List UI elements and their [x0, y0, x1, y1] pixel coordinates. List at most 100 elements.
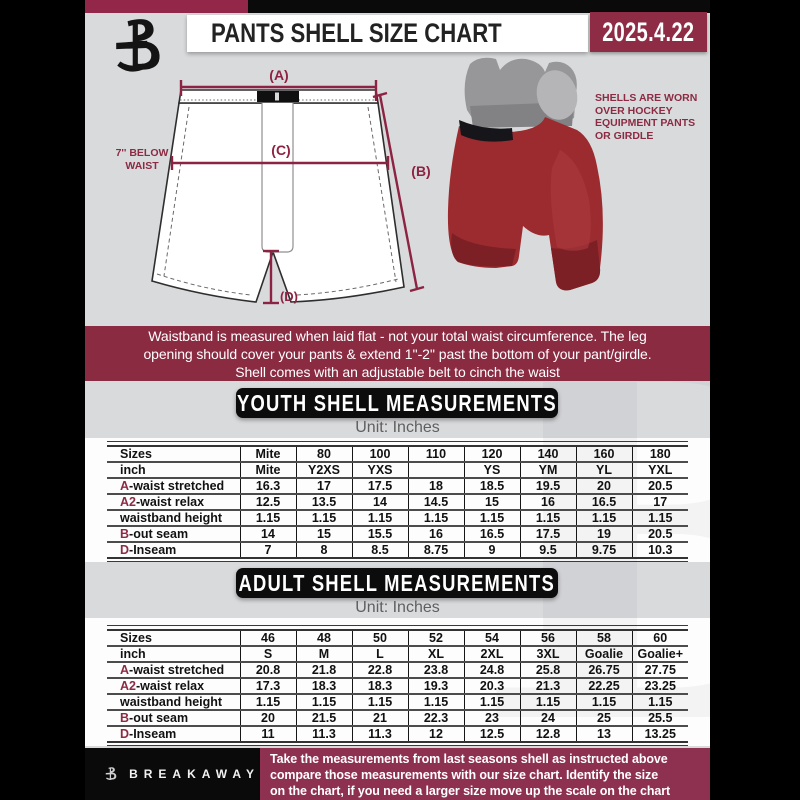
- footer-instruction-box: Take the measurements from last seasons …: [260, 748, 710, 800]
- table-cell: 50: [351, 629, 408, 646]
- table-cell: 20.5: [631, 476, 688, 494]
- table-cell: 52: [407, 629, 464, 646]
- notice-text: Waistband is measured when laid flat - n…: [143, 327, 652, 380]
- row-label: Sizes: [120, 630, 152, 645]
- row-label: B-out seam: [107, 524, 240, 542]
- table-cell: 60: [631, 629, 688, 646]
- table-cell: 22.25: [575, 676, 632, 694]
- table-row: inch S M L XL 2XL 3XL Goalie Goalie+: [107, 644, 688, 662]
- table-cell: 18.3: [295, 676, 352, 694]
- table-cell: Goalie+: [631, 644, 688, 662]
- table-cell: 1.15: [463, 508, 520, 526]
- table-cell: 1.15: [351, 692, 408, 710]
- table-row: B-out seam 20 21.5 21 22.3 23 24 25 25.5: [107, 708, 688, 726]
- table-row: A2-waist relax 12.5 13.5 14 14.5 15 16 16.5 17: [107, 492, 688, 510]
- table-cell: 21.5: [295, 708, 352, 726]
- table-cell: 180: [631, 445, 688, 462]
- table-cell: 1.15: [631, 508, 688, 526]
- top-strip-black: [248, 0, 710, 13]
- table-cell: 25: [575, 708, 632, 726]
- footer-instructions: Take the measurements from last seasons …: [270, 752, 671, 798]
- label-b: (B): [411, 163, 430, 179]
- row-label: A-waist stretched: [107, 660, 240, 678]
- below-waist-note: 7'' BELOW WAIST: [115, 147, 169, 172]
- table-cell: 58: [575, 629, 632, 646]
- table-cell: 13.5: [295, 492, 352, 510]
- table-cell: 17.5: [351, 476, 408, 494]
- table-cell: 20.8: [239, 660, 296, 678]
- table-cell: 20: [575, 476, 632, 494]
- row-label: Sizes: [120, 446, 152, 461]
- table-cell: 17: [631, 492, 688, 510]
- measurement-lines: [170, 80, 425, 305]
- footer-brand-box: BREAKAWAY: [85, 748, 260, 800]
- row-label: waistband height: [107, 508, 240, 526]
- table-cell: 20: [239, 708, 296, 726]
- table-row: Sizes 46 48 50 52 54 56 58 60: [107, 629, 688, 646]
- table-cell: 1.15: [351, 508, 408, 526]
- table-cell: 56: [519, 629, 576, 646]
- label-d: (D): [280, 289, 298, 304]
- table-cell: 23.25: [631, 676, 688, 694]
- shorts-outline-drawing: [151, 89, 405, 303]
- row-label: A2-waist relax: [107, 676, 240, 694]
- table-cell: Mite: [239, 445, 296, 462]
- table-cell: 2XL: [463, 644, 520, 662]
- table-cell: 160: [575, 445, 632, 462]
- table-cell: 13: [575, 724, 632, 742]
- table-row: D-Inseam 11 11.3 11.3 12 12.5 12.8 13 13.25: [107, 724, 688, 742]
- table-cell: 1.15: [631, 692, 688, 710]
- row-label: D-Inseam: [107, 724, 240, 742]
- table-cell: 16: [407, 524, 464, 542]
- row-label: B-out seam: [107, 708, 240, 726]
- measurement-notice-banner: Waistband is measured when laid flat - n…: [85, 326, 710, 381]
- table-cell: YS: [463, 460, 520, 478]
- table-cell: 25.5: [631, 708, 688, 726]
- table-cell: 9: [463, 540, 520, 558]
- brand-name: BREAKAWAY: [129, 767, 260, 781]
- date-text: 2025.4.22: [602, 16, 695, 47]
- table-cell: 17.3: [239, 676, 296, 694]
- adult-table-wrap: Sizes 46 48 50 52 54 56 58 60 inch S M L XL 2XL 3XL Goal…: [107, 625, 688, 746]
- table-cell: 1.15: [407, 692, 464, 710]
- adult-size-table: Sizes 46 48 50 52 54 56 58 60 inch S M L XL 2XL 3XL Goal…: [107, 628, 688, 743]
- table-cell: 1.15: [239, 692, 296, 710]
- table-cell: YL: [575, 460, 632, 478]
- table-cell: 17: [295, 476, 352, 494]
- table-cell: S: [239, 644, 296, 662]
- table-cell: 1.15: [519, 692, 576, 710]
- adult-title: ADULT SHELL MEASUREMENTS: [238, 569, 556, 596]
- table-cell: XL: [407, 644, 464, 662]
- table-cell: L: [351, 644, 408, 662]
- table-cell: YXS: [351, 460, 408, 478]
- table-cell: 23.8: [407, 660, 464, 678]
- table-cell: 24: [519, 708, 576, 726]
- label-a: (A): [269, 67, 288, 83]
- row-label: A2-waist relax: [107, 492, 240, 510]
- shell-measurement-diagram: (A) (B) (C) (D): [151, 57, 603, 305]
- row-label: A-waist stretched: [107, 476, 240, 494]
- table-cell: 48: [295, 629, 352, 646]
- table-cell: 1.15: [463, 692, 520, 710]
- table-cell: 9.5: [519, 540, 576, 558]
- shell-product-photo: [447, 57, 603, 291]
- table-cell: 23: [463, 708, 520, 726]
- table-cell: 1.15: [519, 508, 576, 526]
- measurement-labels: (A) (B) (C) (D): [269, 67, 430, 304]
- table-row: B-out seam 14 15 15.5 16 16.5 17.5 19 20.5: [107, 524, 688, 542]
- table-row: waistband height 1.15 1.15 1.15 1.15 1.15 1.15…: [107, 692, 688, 710]
- table-cell: 16.5: [463, 524, 520, 542]
- title-bar: PANTS SHELL SIZE CHART: [187, 15, 588, 52]
- table-cell: 20.5: [631, 524, 688, 542]
- table-cell: YM: [519, 460, 576, 478]
- table-cell: 12.5: [239, 492, 296, 510]
- date-badge: 2025.4.22: [590, 12, 707, 52]
- top-strip-maroon: [85, 0, 248, 13]
- table-cell: 3XL: [519, 644, 576, 662]
- table-cell: 18.5: [463, 476, 520, 494]
- table-cell: 1.15: [575, 692, 632, 710]
- table-row: inch Mite Y2XS YXS YS YM YL YXL: [107, 460, 688, 478]
- table-cell: Y2XS: [295, 460, 352, 478]
- table-cell: YXL: [631, 460, 688, 478]
- table-cell: 18: [407, 476, 464, 494]
